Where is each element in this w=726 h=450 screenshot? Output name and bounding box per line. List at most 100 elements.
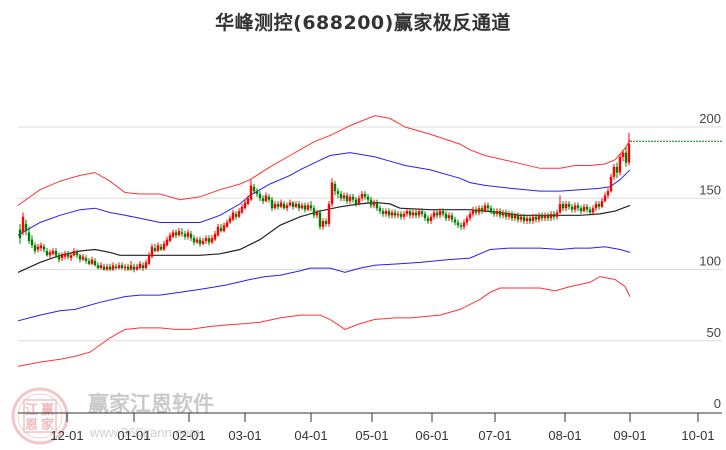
candle — [321, 218, 325, 230]
candle — [39, 242, 43, 251]
candle — [240, 203, 244, 214]
watermark: 江 赢 恩 家 赢家江恩软件 www.360gann.com — [11, 387, 214, 445]
candle — [219, 223, 223, 233]
candle — [501, 209, 505, 219]
candle — [306, 202, 310, 212]
candle — [105, 263, 109, 271]
candle — [489, 205, 493, 214]
candle — [201, 238, 205, 246]
candle — [555, 209, 559, 220]
candle — [60, 252, 64, 261]
candle — [615, 162, 619, 179]
candle — [63, 250, 67, 260]
candle — [432, 209, 436, 220]
candle — [282, 201, 286, 210]
candle — [258, 191, 262, 202]
y-tick-label: 150 — [699, 182, 721, 197]
candle — [168, 232, 172, 243]
candle — [435, 209, 439, 219]
candle — [303, 202, 307, 213]
candle — [453, 216, 457, 226]
candle — [339, 191, 343, 202]
candle — [234, 211, 238, 220]
candle — [81, 253, 85, 261]
candle — [375, 199, 379, 212]
x-tick-label: 07-01 — [478, 428, 511, 443]
candle — [360, 191, 364, 202]
candle — [396, 211, 400, 219]
candle — [519, 213, 523, 223]
candle — [222, 222, 226, 233]
candle — [492, 208, 496, 217]
candle — [57, 252, 61, 263]
candle — [510, 211, 514, 222]
candle — [192, 235, 196, 246]
candle — [438, 208, 442, 219]
candle — [309, 201, 313, 212]
candle — [516, 212, 520, 223]
candle — [126, 263, 130, 271]
candle — [108, 263, 112, 271]
candle — [36, 243, 40, 253]
candle — [381, 208, 385, 217]
candle — [618, 154, 622, 176]
candle — [561, 201, 565, 212]
candle — [345, 192, 349, 204]
candle — [291, 201, 295, 210]
candle — [264, 192, 268, 203]
candle — [99, 262, 103, 270]
candle — [480, 205, 484, 214]
upper-inner-band-line — [17, 152, 631, 236]
candle — [603, 192, 607, 203]
y-axis-labels: 0 50 100 150 200 — [699, 111, 721, 411]
candle — [180, 228, 184, 237]
candle — [66, 250, 70, 260]
candle — [330, 178, 334, 207]
candle — [468, 211, 472, 222]
candle — [498, 208, 502, 219]
svg-text:家: 家 — [41, 417, 55, 433]
candle — [531, 213, 535, 224]
candle — [336, 188, 340, 199]
x-tick-label: 02-01 — [172, 428, 205, 443]
candle — [564, 201, 568, 212]
candle — [585, 203, 589, 213]
candle — [18, 223, 22, 244]
candle — [213, 231, 217, 241]
candle — [159, 243, 163, 251]
candle — [273, 201, 277, 210]
y-tick-label: 50 — [707, 325, 721, 340]
candle — [54, 248, 58, 259]
candle — [363, 191, 367, 200]
candle — [405, 208, 409, 217]
candle — [582, 203, 586, 213]
candle — [414, 209, 418, 219]
candle — [333, 181, 337, 196]
candle — [324, 218, 328, 227]
candle — [537, 212, 541, 223]
candle — [357, 195, 361, 206]
candle — [540, 212, 544, 222]
candle — [420, 208, 424, 217]
candle — [525, 215, 529, 224]
candle — [252, 184, 256, 194]
candle — [483, 202, 487, 213]
candle — [120, 262, 124, 270]
candle — [567, 201, 571, 210]
candle — [606, 188, 610, 199]
x-axis: 12-01 01-01 02-01 03-01 04-01 05-01 06-01 07-01… — [18, 412, 722, 443]
svg-text:恩: 恩 — [25, 418, 38, 433]
candle — [210, 235, 214, 244]
candle — [111, 262, 115, 271]
gridlines — [18, 126, 722, 342]
candle — [471, 206, 475, 217]
candle — [150, 243, 154, 259]
candle — [600, 198, 604, 209]
candle — [294, 201, 298, 209]
candle — [33, 242, 37, 254]
candle — [543, 212, 547, 222]
candle — [147, 252, 151, 266]
candle — [69, 252, 73, 261]
candle — [504, 209, 508, 220]
